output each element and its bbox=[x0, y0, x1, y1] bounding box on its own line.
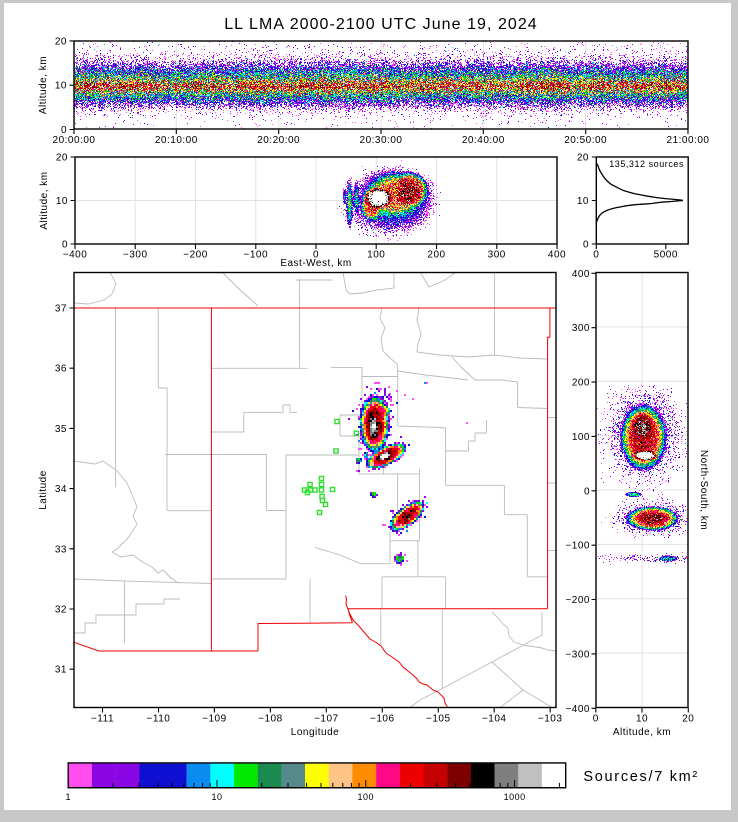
svg-text:35: 35 bbox=[55, 424, 67, 435]
svg-text:32: 32 bbox=[55, 605, 67, 616]
svg-text:37: 37 bbox=[55, 304, 67, 315]
svg-text:−106: −106 bbox=[370, 714, 395, 725]
svg-text:−111: −111 bbox=[91, 714, 114, 725]
svg-text:20: 20 bbox=[55, 36, 67, 47]
svg-text:1000: 1000 bbox=[504, 792, 526, 802]
svg-text:0: 0 bbox=[593, 714, 599, 725]
svg-text:10: 10 bbox=[636, 714, 648, 725]
svg-text:10: 10 bbox=[56, 196, 68, 207]
svg-text:LL LMA 2000-2100 UTC June 19,: LL LMA 2000-2100 UTC June 19, 2024 bbox=[224, 16, 538, 33]
svg-text:−104: −104 bbox=[482, 714, 507, 725]
svg-text:Altitude, km: Altitude, km bbox=[613, 727, 671, 738]
svg-text:−100: −100 bbox=[565, 541, 590, 552]
svg-text:135,312 sources: 135,312 sources bbox=[609, 159, 684, 169]
svg-text:0: 0 bbox=[584, 486, 590, 497]
svg-text:Latitude: Latitude bbox=[38, 470, 49, 510]
svg-text:1: 1 bbox=[65, 792, 71, 802]
svg-text:East-West, km: East-West, km bbox=[280, 258, 351, 269]
svg-text:−200: −200 bbox=[183, 250, 208, 261]
svg-text:100: 100 bbox=[572, 432, 590, 443]
svg-text:5000: 5000 bbox=[654, 250, 678, 261]
svg-text:0: 0 bbox=[313, 250, 319, 261]
svg-text:400: 400 bbox=[572, 269, 590, 280]
svg-text:−400: −400 bbox=[63, 250, 88, 261]
svg-text:200: 200 bbox=[572, 378, 590, 389]
svg-text:−100: −100 bbox=[243, 250, 268, 261]
svg-text:20: 20 bbox=[682, 714, 694, 725]
svg-text:20:30:00: 20:30:00 bbox=[360, 135, 403, 146]
svg-text:33: 33 bbox=[55, 544, 67, 555]
svg-text:0: 0 bbox=[583, 240, 589, 251]
svg-text:20: 20 bbox=[56, 153, 68, 164]
svg-text:20:10:00: 20:10:00 bbox=[155, 135, 198, 146]
svg-text:−300: −300 bbox=[565, 649, 590, 660]
svg-text:0: 0 bbox=[61, 125, 67, 136]
svg-text:10: 10 bbox=[55, 81, 67, 92]
svg-text:100: 100 bbox=[367, 250, 385, 261]
svg-text:34: 34 bbox=[55, 484, 67, 495]
svg-text:Sources/7 km²: Sources/7 km² bbox=[583, 769, 699, 785]
svg-text:0: 0 bbox=[62, 240, 68, 251]
svg-text:20:50:00: 20:50:00 bbox=[564, 135, 607, 146]
svg-text:36: 36 bbox=[55, 364, 67, 375]
svg-text:−110: −110 bbox=[147, 714, 171, 725]
svg-text:10: 10 bbox=[211, 792, 222, 802]
svg-text:31: 31 bbox=[55, 665, 67, 676]
svg-text:−108: −108 bbox=[258, 714, 283, 725]
svg-text:−103: −103 bbox=[538, 714, 563, 725]
svg-text:20:00:00: 20:00:00 bbox=[53, 135, 96, 146]
svg-text:20:20:00: 20:20:00 bbox=[257, 135, 300, 146]
svg-text:Altitude, km: Altitude, km bbox=[38, 56, 49, 114]
svg-text:21:00:00: 21:00:00 bbox=[667, 135, 710, 146]
svg-text:0: 0 bbox=[593, 250, 599, 261]
svg-text:−300: −300 bbox=[123, 250, 148, 261]
svg-text:300: 300 bbox=[488, 250, 506, 261]
svg-text:100: 100 bbox=[358, 792, 375, 802]
svg-text:−107: −107 bbox=[314, 714, 339, 725]
svg-text:400: 400 bbox=[548, 250, 566, 261]
svg-text:−400: −400 bbox=[565, 704, 590, 715]
svg-text:10: 10 bbox=[577, 196, 589, 207]
svg-text:−200: −200 bbox=[565, 595, 590, 606]
svg-text:Altitude, km: Altitude, km bbox=[39, 171, 50, 229]
svg-text:300: 300 bbox=[572, 323, 590, 334]
svg-text:−109: −109 bbox=[202, 714, 227, 725]
svg-text:20:40:00: 20:40:00 bbox=[462, 135, 505, 146]
svg-text:20: 20 bbox=[577, 153, 589, 164]
svg-text:Longitude: Longitude bbox=[291, 727, 339, 738]
svg-text:North-South, km: North-South, km bbox=[698, 450, 709, 530]
svg-text:−105: −105 bbox=[426, 714, 451, 725]
svg-text:200: 200 bbox=[427, 250, 445, 261]
